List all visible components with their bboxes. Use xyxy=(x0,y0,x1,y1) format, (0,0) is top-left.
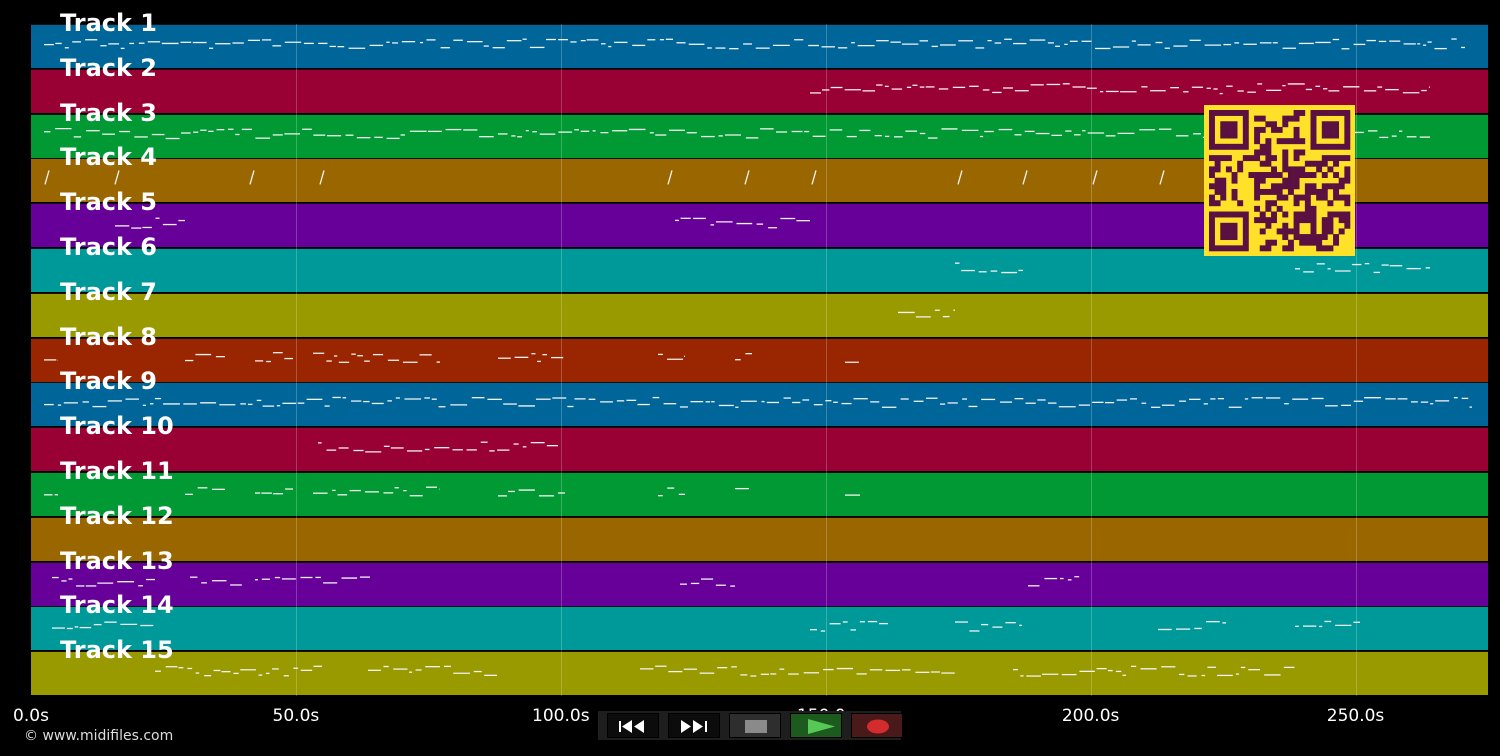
note xyxy=(249,170,255,185)
note xyxy=(44,170,50,185)
note xyxy=(1159,170,1165,185)
track-label: Track 15 xyxy=(60,636,174,665)
stop-icon xyxy=(745,720,767,733)
track-label: Track 9 xyxy=(60,367,158,396)
track-label: Track 4 xyxy=(60,143,158,172)
time-tick-label: 200.0s xyxy=(1061,706,1120,726)
grid-line xyxy=(1355,24,1357,696)
fast-forward-icon xyxy=(681,720,707,733)
note xyxy=(744,170,750,185)
grid-line xyxy=(825,24,827,696)
track-label: Track 11 xyxy=(60,457,174,485)
track-label: Track 8 xyxy=(60,322,158,351)
play-button[interactable] xyxy=(790,713,842,738)
track-label: Track 7 xyxy=(60,277,158,306)
note xyxy=(957,170,963,185)
time-tick-label: 100.0s xyxy=(532,706,590,726)
track-label: Track 6 xyxy=(60,233,158,261)
rewind-button[interactable] xyxy=(607,713,659,738)
copyright-text: © www.midifiles.com xyxy=(24,728,174,744)
time-tick-label: 0.0s xyxy=(13,706,49,726)
time-tick-label: 50.0s xyxy=(272,706,320,726)
track-label: Track 12 xyxy=(60,501,174,530)
track-lane xyxy=(31,337,1488,382)
track-lane xyxy=(31,292,1488,337)
play-icon xyxy=(808,719,835,734)
track-lane xyxy=(31,561,1488,606)
qr-code-icon[interactable] xyxy=(1204,105,1355,256)
note xyxy=(667,170,673,185)
fast-forward-button[interactable] xyxy=(668,713,720,738)
stop-button[interactable] xyxy=(729,713,781,738)
grid-line xyxy=(1090,24,1092,696)
track-lane xyxy=(31,606,1488,651)
track-label: Track 3 xyxy=(60,98,158,127)
track-lane xyxy=(31,427,1488,472)
track-label: Track 14 xyxy=(60,591,174,620)
qr-code-pattern xyxy=(1209,110,1351,252)
track-label: Track 13 xyxy=(60,546,174,575)
rewind-icon xyxy=(619,720,644,733)
record-icon xyxy=(867,719,889,734)
track-label: Track 10 xyxy=(60,412,174,441)
track-lane xyxy=(31,382,1488,427)
time-tick-label: 250.0s xyxy=(1326,706,1385,726)
track-label: Track 2 xyxy=(60,53,158,82)
track-label: Track 1 xyxy=(60,9,158,37)
record-button[interactable] xyxy=(851,713,903,738)
track-lane xyxy=(31,651,1488,696)
note xyxy=(1022,170,1028,185)
note xyxy=(1092,170,1098,185)
note xyxy=(811,170,817,185)
transport-controls xyxy=(598,711,903,740)
track-label: Track 5 xyxy=(60,188,158,217)
grid-line xyxy=(295,24,297,696)
note xyxy=(114,170,120,185)
grid-line xyxy=(560,24,562,696)
note xyxy=(319,170,325,185)
track-lane xyxy=(31,516,1488,561)
